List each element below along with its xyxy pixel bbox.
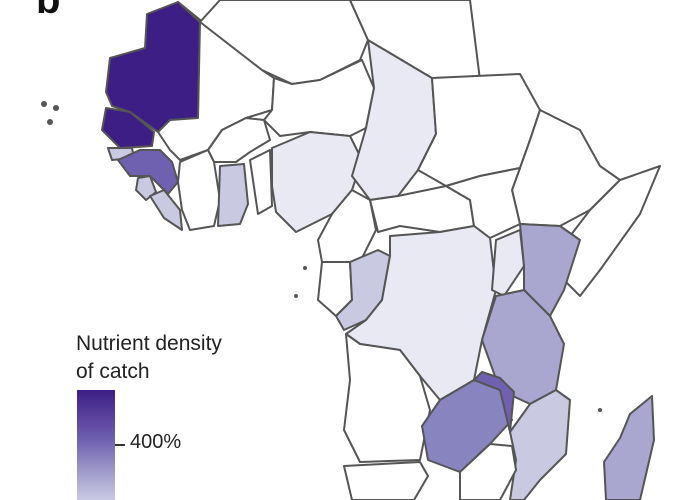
country-cameroon[interactable] bbox=[317, 189, 377, 263]
panel-letter: b bbox=[36, 0, 61, 22]
country-zimbabwe[interactable] bbox=[459, 443, 517, 500]
country-zambia-north[interactable] bbox=[473, 371, 515, 433]
country-mozambique[interactable] bbox=[509, 389, 571, 500]
island-cape-verde-1 bbox=[41, 101, 47, 107]
country-somalia[interactable] bbox=[559, 165, 661, 297]
country-benin[interactable] bbox=[249, 149, 273, 215]
country-cote-divoire[interactable] bbox=[177, 149, 221, 231]
country-niger[interactable] bbox=[263, 59, 375, 137]
legend-tick bbox=[115, 444, 125, 446]
legend-color-bar bbox=[77, 390, 115, 500]
island-cape-verde-2 bbox=[53, 105, 59, 111]
country-dr-congo[interactable] bbox=[345, 225, 497, 401]
country-namibia[interactable] bbox=[343, 461, 429, 500]
country-madagascar[interactable] bbox=[603, 395, 655, 500]
country-liberia[interactable] bbox=[149, 189, 183, 231]
country-ghana[interactable] bbox=[217, 163, 249, 227]
legend-title-line1: Nutrient density bbox=[76, 332, 222, 355]
country-burkina-faso[interactable] bbox=[207, 117, 271, 163]
legend-tick-label: 400% bbox=[130, 431, 182, 453]
country-north-east[interactable] bbox=[349, 0, 481, 81]
island-annobon bbox=[294, 294, 298, 298]
country-senegal[interactable] bbox=[101, 107, 155, 149]
legend-title: Nutrient density of catch bbox=[76, 330, 222, 386]
island-cape-verde-3 bbox=[47, 119, 53, 125]
island-comoros bbox=[598, 408, 602, 412]
country-uganda[interactable] bbox=[491, 229, 525, 297]
island-sao-tome bbox=[303, 266, 307, 270]
legend-title-line2: of catch bbox=[76, 360, 150, 383]
country-kenya[interactable] bbox=[519, 223, 581, 317]
